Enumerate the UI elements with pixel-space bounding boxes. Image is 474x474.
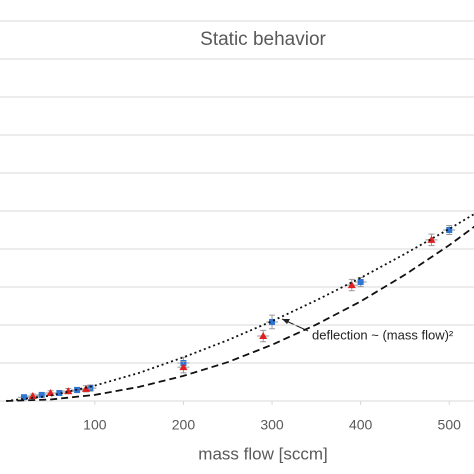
point xyxy=(20,394,27,401)
chart-title: Static behavior xyxy=(200,29,326,50)
point xyxy=(38,391,45,398)
point xyxy=(56,390,63,397)
point xyxy=(259,332,268,340)
x-tick-label: 200 xyxy=(172,417,196,433)
x-axis-label: mass flow [sccm] xyxy=(198,444,327,463)
point xyxy=(46,389,55,397)
fit-curve xyxy=(6,213,474,402)
x-tick-label: 100 xyxy=(83,417,107,433)
point xyxy=(87,385,94,392)
point xyxy=(427,235,436,243)
fit-curve xyxy=(6,225,474,402)
arrow-head xyxy=(282,319,290,324)
point xyxy=(446,227,453,233)
point xyxy=(28,392,37,400)
x-tick-label: 400 xyxy=(349,417,373,433)
point xyxy=(179,363,188,371)
point xyxy=(269,318,276,325)
x-tick-label: 300 xyxy=(260,417,284,433)
point xyxy=(357,279,364,286)
plot-layer: 100200300400500600 xyxy=(0,20,474,433)
x-tick-label: 500 xyxy=(438,417,462,433)
point xyxy=(347,281,356,289)
annotation: deflection ~ (mass flow)² xyxy=(312,327,454,342)
